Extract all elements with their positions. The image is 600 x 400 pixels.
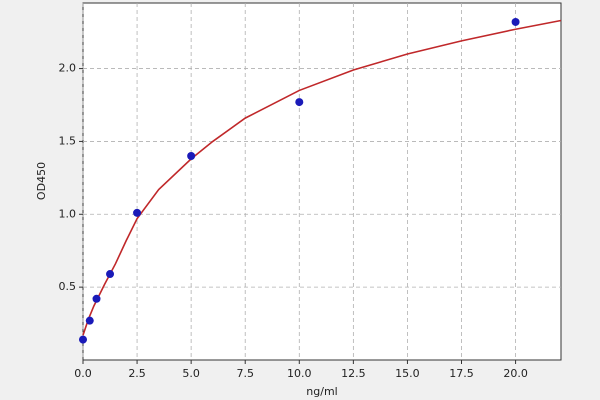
data-point <box>106 270 115 279</box>
x-tick-label: 2.5 <box>128 367 146 380</box>
data-point <box>133 208 142 217</box>
x-tick-label: 0.0 <box>74 367 92 380</box>
y-axis-label: OD450 <box>35 162 48 200</box>
x-tick-label: 12.5 <box>341 367 366 380</box>
y-tick-label: 2.0 <box>59 62 77 75</box>
data-point <box>92 294 101 303</box>
plot-area <box>82 2 562 361</box>
data-point <box>187 152 196 160</box>
x-tick-label: 15.0 <box>395 367 420 380</box>
x-tick-label: 5.0 <box>182 367 200 380</box>
x-tick-label: 20.0 <box>503 367 528 380</box>
x-tick-label: 10.0 <box>287 367 312 380</box>
x-axis-label: ng/ml <box>306 385 337 398</box>
x-tick-label: 17.5 <box>449 367 474 380</box>
x-tick-label: 7.5 <box>236 367 254 380</box>
y-tick-label: 0.5 <box>59 280 77 293</box>
y-tick-label: 1.0 <box>59 207 77 220</box>
y-tick-label: 1.5 <box>59 134 77 147</box>
data-point <box>511 17 520 26</box>
data-point <box>85 316 94 325</box>
data-point <box>295 98 304 107</box>
data-point <box>79 335 87 344</box>
